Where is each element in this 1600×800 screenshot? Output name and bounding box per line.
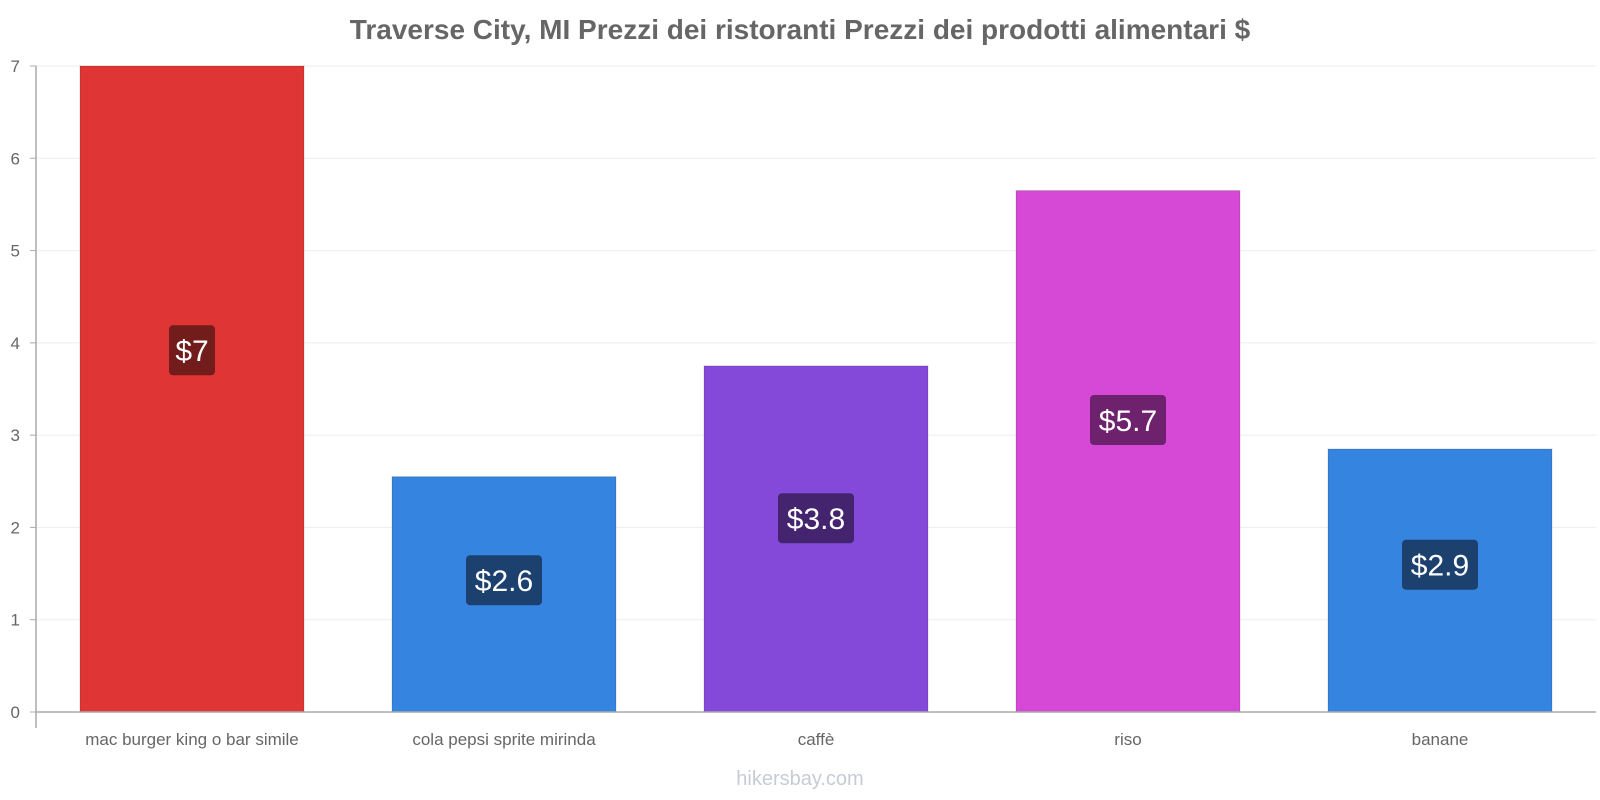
y-tick-label: 7 bbox=[11, 57, 20, 76]
data-label: $5.7 bbox=[1099, 405, 1157, 438]
y-tick-label: 2 bbox=[11, 518, 20, 537]
y-tick-label: 5 bbox=[11, 242, 20, 261]
watermark: hikersbay.com bbox=[736, 768, 864, 790]
y-tick-label: 0 bbox=[11, 703, 20, 722]
data-label-box bbox=[169, 325, 215, 376]
y-tick-label: 6 bbox=[11, 149, 20, 168]
data-label-box bbox=[1402, 539, 1478, 590]
bar bbox=[79, 65, 305, 713]
y-tick-label: 3 bbox=[11, 426, 20, 445]
data-label: $2.6 bbox=[475, 565, 533, 598]
data-label-box bbox=[1090, 395, 1166, 446]
x-tick-label: banane bbox=[1412, 730, 1469, 749]
bar bbox=[1015, 190, 1241, 713]
data-label: $3.8 bbox=[787, 503, 845, 536]
x-tick-label: cola pepsi sprite mirinda bbox=[412, 730, 596, 749]
x-tick-labels: mac burger king o bar simile cola pepsi s… bbox=[85, 730, 1468, 749]
x-tick-label: caffè bbox=[798, 730, 835, 749]
y-tick-labels: 0 1 2 3 4 5 6 7 bbox=[11, 57, 20, 722]
data-label-box bbox=[466, 555, 542, 606]
y-tick-label: 1 bbox=[11, 611, 20, 630]
chart-title: Traverse City, MI Prezzi dei ristoranti … bbox=[349, 14, 1251, 45]
data-label: $7 bbox=[175, 335, 208, 368]
data-label: $2.9 bbox=[1411, 550, 1469, 583]
axes bbox=[35, 66, 1596, 728]
x-tick-label: mac burger king o bar simile bbox=[85, 730, 299, 749]
x-tick-label: riso bbox=[1114, 730, 1141, 749]
data-labels: $7 $2.6 $3.8 $5.7 $2.9 bbox=[169, 325, 1478, 606]
y-tick-label: 4 bbox=[11, 334, 20, 353]
data-label-box bbox=[778, 493, 854, 544]
bars bbox=[79, 65, 1553, 713]
